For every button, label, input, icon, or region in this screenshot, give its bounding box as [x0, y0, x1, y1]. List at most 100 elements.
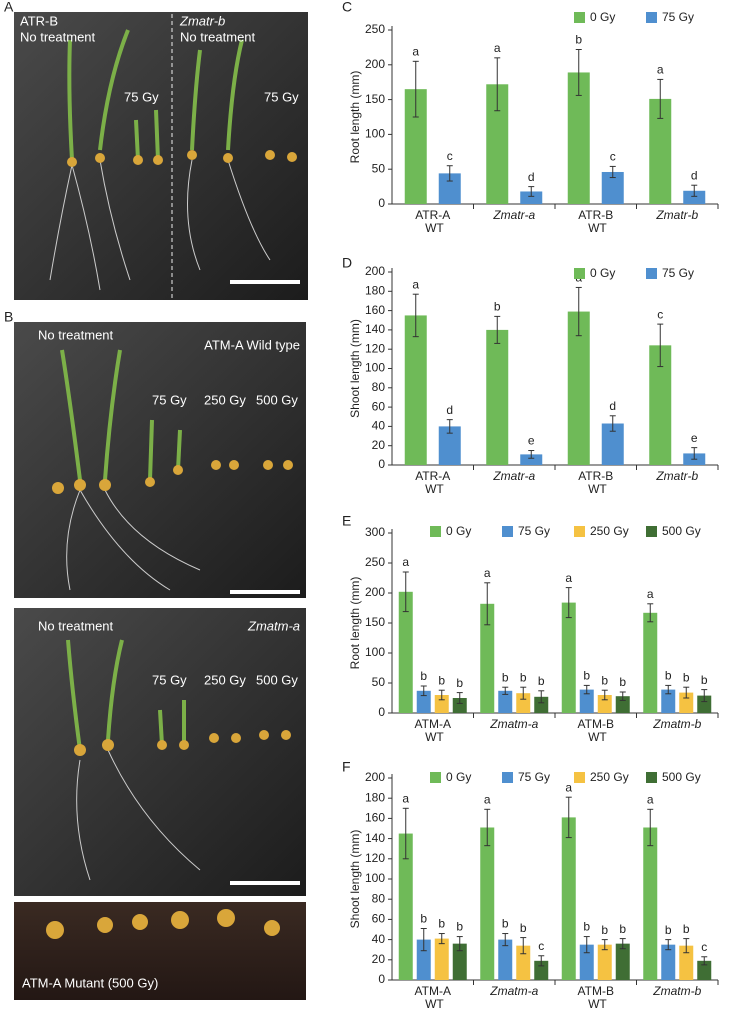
bar — [404, 315, 427, 465]
bar — [438, 173, 461, 204]
label-line: ATM-B — [578, 984, 614, 998]
bar — [679, 945, 694, 980]
bar — [416, 939, 431, 980]
significance-letter: b — [601, 673, 608, 687]
y-tick-label: 200 — [365, 585, 385, 599]
significance-letter: b — [456, 676, 463, 690]
legend-label: 0 Gy — [590, 10, 615, 24]
x-tick-label: ATM-B WT — [578, 984, 614, 1011]
significance-letter: b — [438, 673, 445, 687]
label-line: ATM-A — [415, 717, 451, 731]
bar — [561, 602, 576, 713]
significance-letter: a — [402, 555, 409, 569]
panel-letter: F — [342, 759, 351, 775]
significance-letter: a — [412, 277, 419, 291]
significance-letter: a — [657, 63, 664, 77]
y-tick-label: 120 — [365, 341, 385, 355]
label-line: ATR-A — [415, 469, 450, 483]
significance-letter: b — [665, 923, 672, 937]
significance-letter: b — [420, 669, 427, 683]
bar — [597, 695, 612, 713]
significance-letter: a — [647, 792, 654, 806]
bar — [434, 695, 449, 713]
significance-letter: c — [538, 939, 544, 953]
significance-letter: d — [691, 168, 698, 182]
photo-label: 75 Gy — [152, 392, 187, 407]
significance-letter: b — [665, 669, 672, 683]
legend-label: 0 Gy — [590, 266, 615, 280]
significance-letter: e — [691, 431, 698, 445]
bar — [534, 960, 549, 980]
label-line: ATR-B — [578, 208, 613, 222]
bar — [486, 84, 509, 204]
significance-letter: d — [609, 399, 616, 413]
bar — [567, 72, 590, 205]
y-tick-label: 0 — [378, 457, 385, 471]
seeds — [67, 150, 297, 167]
x-tick-label: Zmatm-b — [652, 717, 701, 731]
label-line: WT — [422, 482, 445, 496]
y-tick-label: 20 — [372, 438, 386, 452]
significance-letter: b — [502, 917, 509, 931]
significance-letter: b — [683, 922, 690, 936]
photo — [14, 322, 306, 598]
bar — [434, 938, 449, 980]
x-tick-label: ATR-B WT — [578, 208, 613, 235]
significance-letter: e — [528, 434, 535, 448]
y-tick-label: 120 — [365, 851, 385, 865]
y-tick-label: 40 — [372, 932, 386, 946]
photo-label: 75 Gy — [124, 89, 159, 104]
significance-letter: c — [657, 307, 663, 321]
photo-label: ATM-A Wild type — [204, 337, 300, 352]
bar — [649, 98, 672, 204]
legend-swatch — [646, 772, 657, 783]
y-axis-label: Root length (mm) — [348, 577, 362, 670]
photo-label: ATR-B — [20, 13, 58, 28]
y-tick-label: 150 — [365, 92, 385, 106]
significance-letter: a — [412, 44, 419, 58]
y-tick-label: 20 — [372, 952, 386, 966]
legend-swatch — [502, 772, 513, 783]
x-tick-label: Zmatr-b — [655, 469, 698, 483]
bar — [579, 944, 594, 980]
significance-letter: c — [701, 940, 707, 954]
legend-swatch — [502, 526, 513, 537]
label-line: WT — [585, 730, 608, 744]
bar — [697, 695, 712, 713]
bar — [486, 329, 509, 465]
bar — [561, 817, 576, 980]
y-tick-label: 160 — [365, 811, 385, 825]
bar — [567, 311, 590, 465]
y-tick-label: 100 — [365, 871, 385, 885]
y-tick-label: 250 — [365, 555, 385, 569]
photo-a: ATR-B No treatment Zmatr-b No treatment … — [14, 12, 308, 300]
significance-letter: b — [420, 912, 427, 926]
bar — [597, 944, 612, 980]
significance-letter: d — [446, 403, 453, 417]
legend-swatch — [574, 772, 585, 783]
x-tick-label: Zmatm-a — [489, 717, 538, 731]
legend-label: 250 Gy — [590, 524, 629, 538]
bar — [520, 191, 543, 204]
x-tick-label: Zmatr-a — [492, 469, 535, 483]
panel-letter: C — [342, 0, 352, 15]
bar — [398, 833, 413, 980]
bar — [480, 827, 495, 980]
photo-label: 500 Gy — [256, 672, 298, 687]
label-line: WT — [585, 482, 608, 496]
y-tick-label: 0 — [378, 196, 385, 210]
y-tick-label: 80 — [372, 891, 386, 905]
legend-label: 500 Gy — [662, 524, 701, 538]
panel-letter: B — [4, 309, 13, 325]
significance-letter: a — [402, 791, 409, 805]
bar — [452, 698, 467, 713]
y-tick-label: 160 — [365, 303, 385, 317]
photo-label: No treatment — [20, 29, 96, 44]
y-tick-label: 180 — [365, 790, 385, 804]
x-tick-label: ATR-B WT — [578, 469, 613, 496]
bar — [498, 939, 513, 980]
label-line: WT — [585, 221, 608, 235]
legend-swatch — [574, 268, 585, 279]
significance-letter: a — [494, 41, 501, 55]
bar — [498, 690, 513, 713]
